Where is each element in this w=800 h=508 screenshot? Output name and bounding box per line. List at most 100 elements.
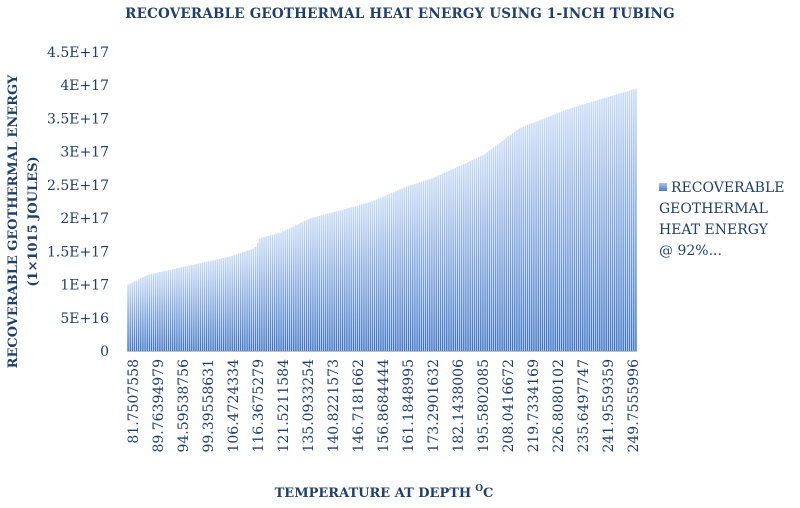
bar [412,184,414,351]
bar [624,91,627,351]
bar [420,181,423,351]
bar [531,123,533,352]
bar [437,175,440,351]
bar [511,133,514,351]
bars [127,88,637,352]
bar [397,190,399,351]
bar [171,269,174,351]
x-tick-label: 173.2901632 [426,359,442,453]
bar [520,127,522,351]
x-tick-label: 226.8080102 [551,359,567,453]
bar [167,270,170,351]
x-tick-label: 116.3675279 [251,359,267,453]
bar [609,96,612,352]
bar [550,115,552,352]
bar [416,183,418,351]
bar [214,259,216,351]
bar [603,98,605,351]
bar [127,284,129,351]
bar [516,130,518,351]
bar [358,204,361,351]
bar [386,194,389,351]
bar [522,126,525,352]
y-tick-label: 2.5E+17 [47,178,109,194]
bar [613,94,616,352]
bar [316,216,318,351]
bar [307,219,310,351]
bar [475,158,478,351]
bar [203,262,206,351]
bar [176,268,178,351]
bar [524,125,527,352]
bar [335,211,338,351]
bar [569,108,571,352]
bar [514,131,516,351]
bar [395,191,397,351]
bar [473,159,476,351]
bar [601,98,603,351]
legend-line-2: GEOTHERMAL [659,201,768,217]
bar [579,105,582,351]
bar [288,228,291,351]
legend-line-1: RECOVERABLE [659,178,799,199]
bar [426,179,429,351]
x-tick-label: 89.7639497​9 [151,359,167,453]
bar [284,230,287,351]
bar [137,279,140,351]
bar [273,234,276,351]
y-tick-label: 0 [100,344,109,360]
bar [586,103,588,351]
bar [577,105,580,352]
bar [450,169,452,351]
bar [180,267,182,351]
bar [560,111,563,351]
bar [322,214,325,351]
bar [290,227,293,351]
bar [480,156,482,351]
bar [458,165,461,351]
bar [635,88,637,351]
bar [142,277,144,351]
bar [537,120,539,352]
bar [252,248,255,351]
bar [169,269,172,351]
bar [562,110,565,351]
bar [220,258,223,351]
bar [299,223,301,351]
bar [276,233,278,351]
bar [297,224,299,351]
bar [265,236,267,351]
bar [329,213,331,351]
y-axis-title-line1: RECOVERABLE GEOTHERMAL ENERGY [6,74,21,368]
bar [571,107,573,351]
x-tick-label: 99.39558631 [201,359,217,453]
bar [452,168,454,351]
y-tick-label: 4E+17 [60,78,109,94]
bar [157,272,159,351]
bar [344,209,346,351]
bar [229,256,231,351]
y-tick-label: 1.5E+17 [47,244,109,260]
bar [286,229,289,351]
bar [554,114,556,351]
bar [301,222,304,351]
bar [503,139,505,351]
bar [327,213,329,351]
bar [409,185,412,351]
y-tick-label: 3E+17 [60,145,109,161]
bar [216,259,219,351]
bar [460,165,463,351]
bar [382,196,384,351]
y-tick-label: 1E+17 [60,278,109,294]
bar [280,232,282,351]
bar [630,89,633,351]
bar [318,215,321,351]
bar [469,161,471,351]
x-axis-title-unit: C [483,486,493,501]
x-axis-ticks: 81.7507558 89.7639497​9 94.59538756 99.3955… [126,359,642,453]
bar [414,183,416,351]
bar [354,206,357,351]
bar [584,103,586,351]
bar [401,188,403,351]
y-axis-title-line2: (1×1015 JOULES) [26,156,41,286]
